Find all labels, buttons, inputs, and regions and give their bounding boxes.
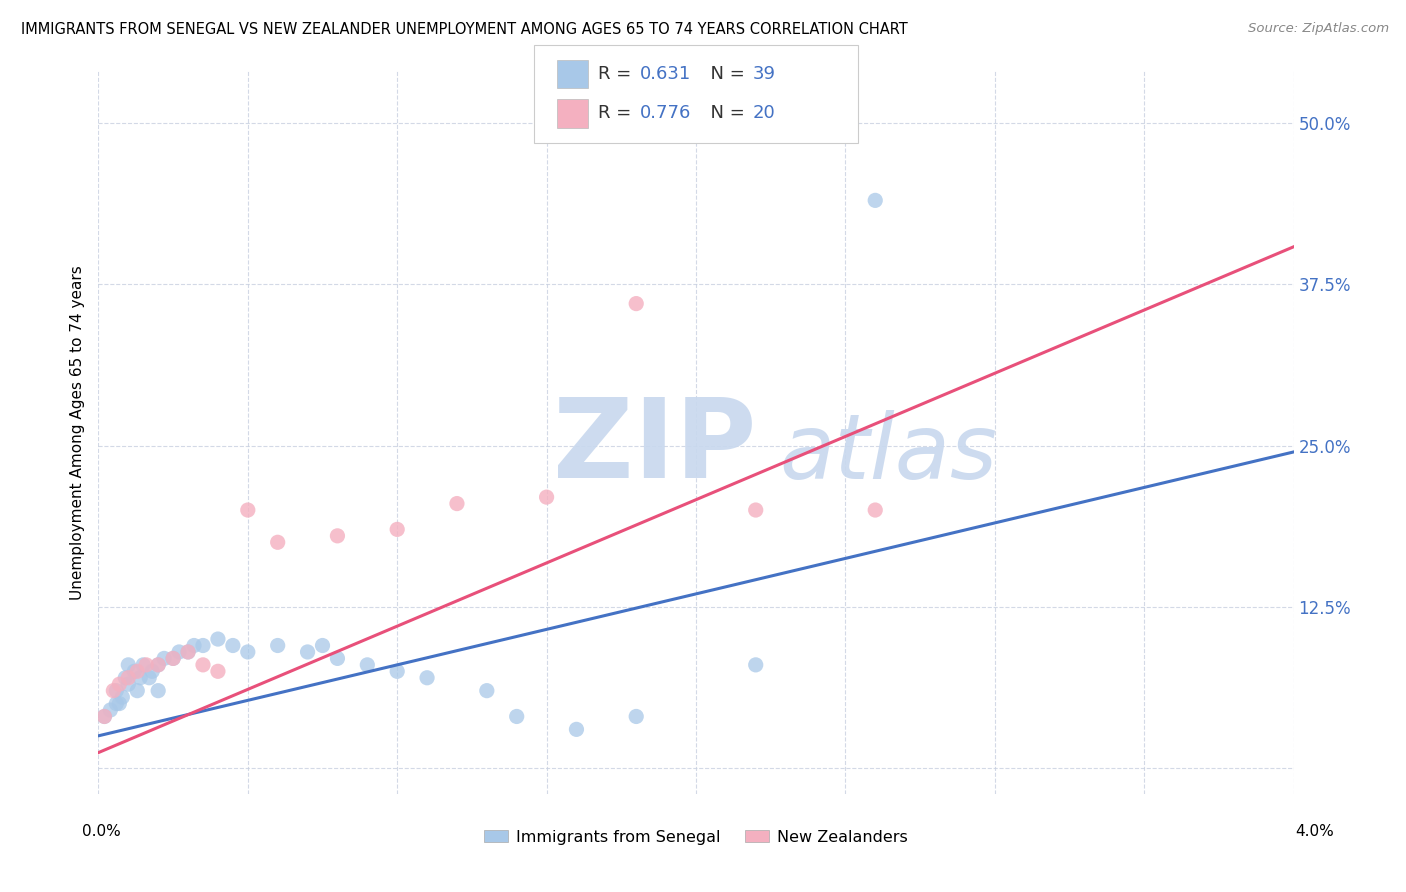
Text: 0.776: 0.776 xyxy=(640,104,692,122)
Point xyxy=(124,665,146,679)
Point xyxy=(127,665,149,679)
Point xyxy=(865,503,887,517)
Point xyxy=(167,645,190,659)
Point xyxy=(114,671,136,685)
Text: 0.631: 0.631 xyxy=(640,65,690,83)
Point xyxy=(135,657,157,672)
Text: 4.0%: 4.0% xyxy=(1295,824,1334,838)
Point xyxy=(177,645,200,659)
Point xyxy=(626,296,648,310)
Text: atlas: atlas xyxy=(779,410,998,499)
Point xyxy=(536,490,558,504)
Point xyxy=(356,657,378,672)
Point xyxy=(745,503,768,517)
Point xyxy=(326,529,349,543)
Text: 20: 20 xyxy=(752,104,775,122)
Point xyxy=(129,671,152,685)
Point xyxy=(117,657,139,672)
Point xyxy=(148,657,170,672)
Point xyxy=(745,657,768,672)
Point xyxy=(626,709,648,723)
Point xyxy=(297,645,319,659)
Point xyxy=(105,697,128,711)
Point xyxy=(108,677,131,691)
Text: N =: N = xyxy=(699,65,751,83)
Point xyxy=(326,651,349,665)
Point xyxy=(385,665,409,679)
Point xyxy=(153,651,176,665)
Point xyxy=(207,665,229,679)
Point xyxy=(565,723,588,737)
Point xyxy=(416,671,439,685)
Point xyxy=(311,639,333,653)
Text: R =: R = xyxy=(598,65,637,83)
Legend: Immigrants from Senegal, New Zealanders: Immigrants from Senegal, New Zealanders xyxy=(478,823,914,851)
Point xyxy=(141,665,163,679)
Point xyxy=(108,697,131,711)
Point xyxy=(222,639,245,653)
Point xyxy=(138,671,160,685)
Point xyxy=(148,683,170,698)
Point xyxy=(191,639,214,653)
Point xyxy=(385,522,409,536)
Text: IMMIGRANTS FROM SENEGAL VS NEW ZEALANDER UNEMPLOYMENT AMONG AGES 65 TO 74 YEARS : IMMIGRANTS FROM SENEGAL VS NEW ZEALANDER… xyxy=(21,22,908,37)
Point xyxy=(267,535,290,549)
Text: Source: ZipAtlas.com: Source: ZipAtlas.com xyxy=(1249,22,1389,36)
Point xyxy=(148,657,170,672)
Point xyxy=(162,651,184,665)
Point xyxy=(267,639,290,653)
Text: 39: 39 xyxy=(752,65,775,83)
Text: R =: R = xyxy=(598,104,637,122)
Y-axis label: Unemployment Among Ages 65 to 74 years: Unemployment Among Ages 65 to 74 years xyxy=(69,265,84,600)
Point xyxy=(111,690,134,705)
Point xyxy=(191,657,214,672)
Point xyxy=(177,645,200,659)
Point xyxy=(127,683,149,698)
Point xyxy=(865,194,887,208)
Point xyxy=(103,683,125,698)
Point xyxy=(117,671,139,685)
Point xyxy=(117,677,139,691)
Point xyxy=(93,709,115,723)
Text: N =: N = xyxy=(699,104,751,122)
Point xyxy=(98,703,122,717)
Text: 0.0%: 0.0% xyxy=(82,824,121,838)
Point xyxy=(475,683,498,698)
Point xyxy=(207,632,229,646)
Point xyxy=(93,709,115,723)
Text: ZIP: ZIP xyxy=(553,393,756,500)
Point xyxy=(506,709,529,723)
Point xyxy=(132,657,155,672)
Point xyxy=(236,645,259,659)
Point xyxy=(183,639,205,653)
Point xyxy=(236,503,259,517)
Point xyxy=(446,497,468,511)
Point xyxy=(162,651,184,665)
Point xyxy=(105,683,128,698)
